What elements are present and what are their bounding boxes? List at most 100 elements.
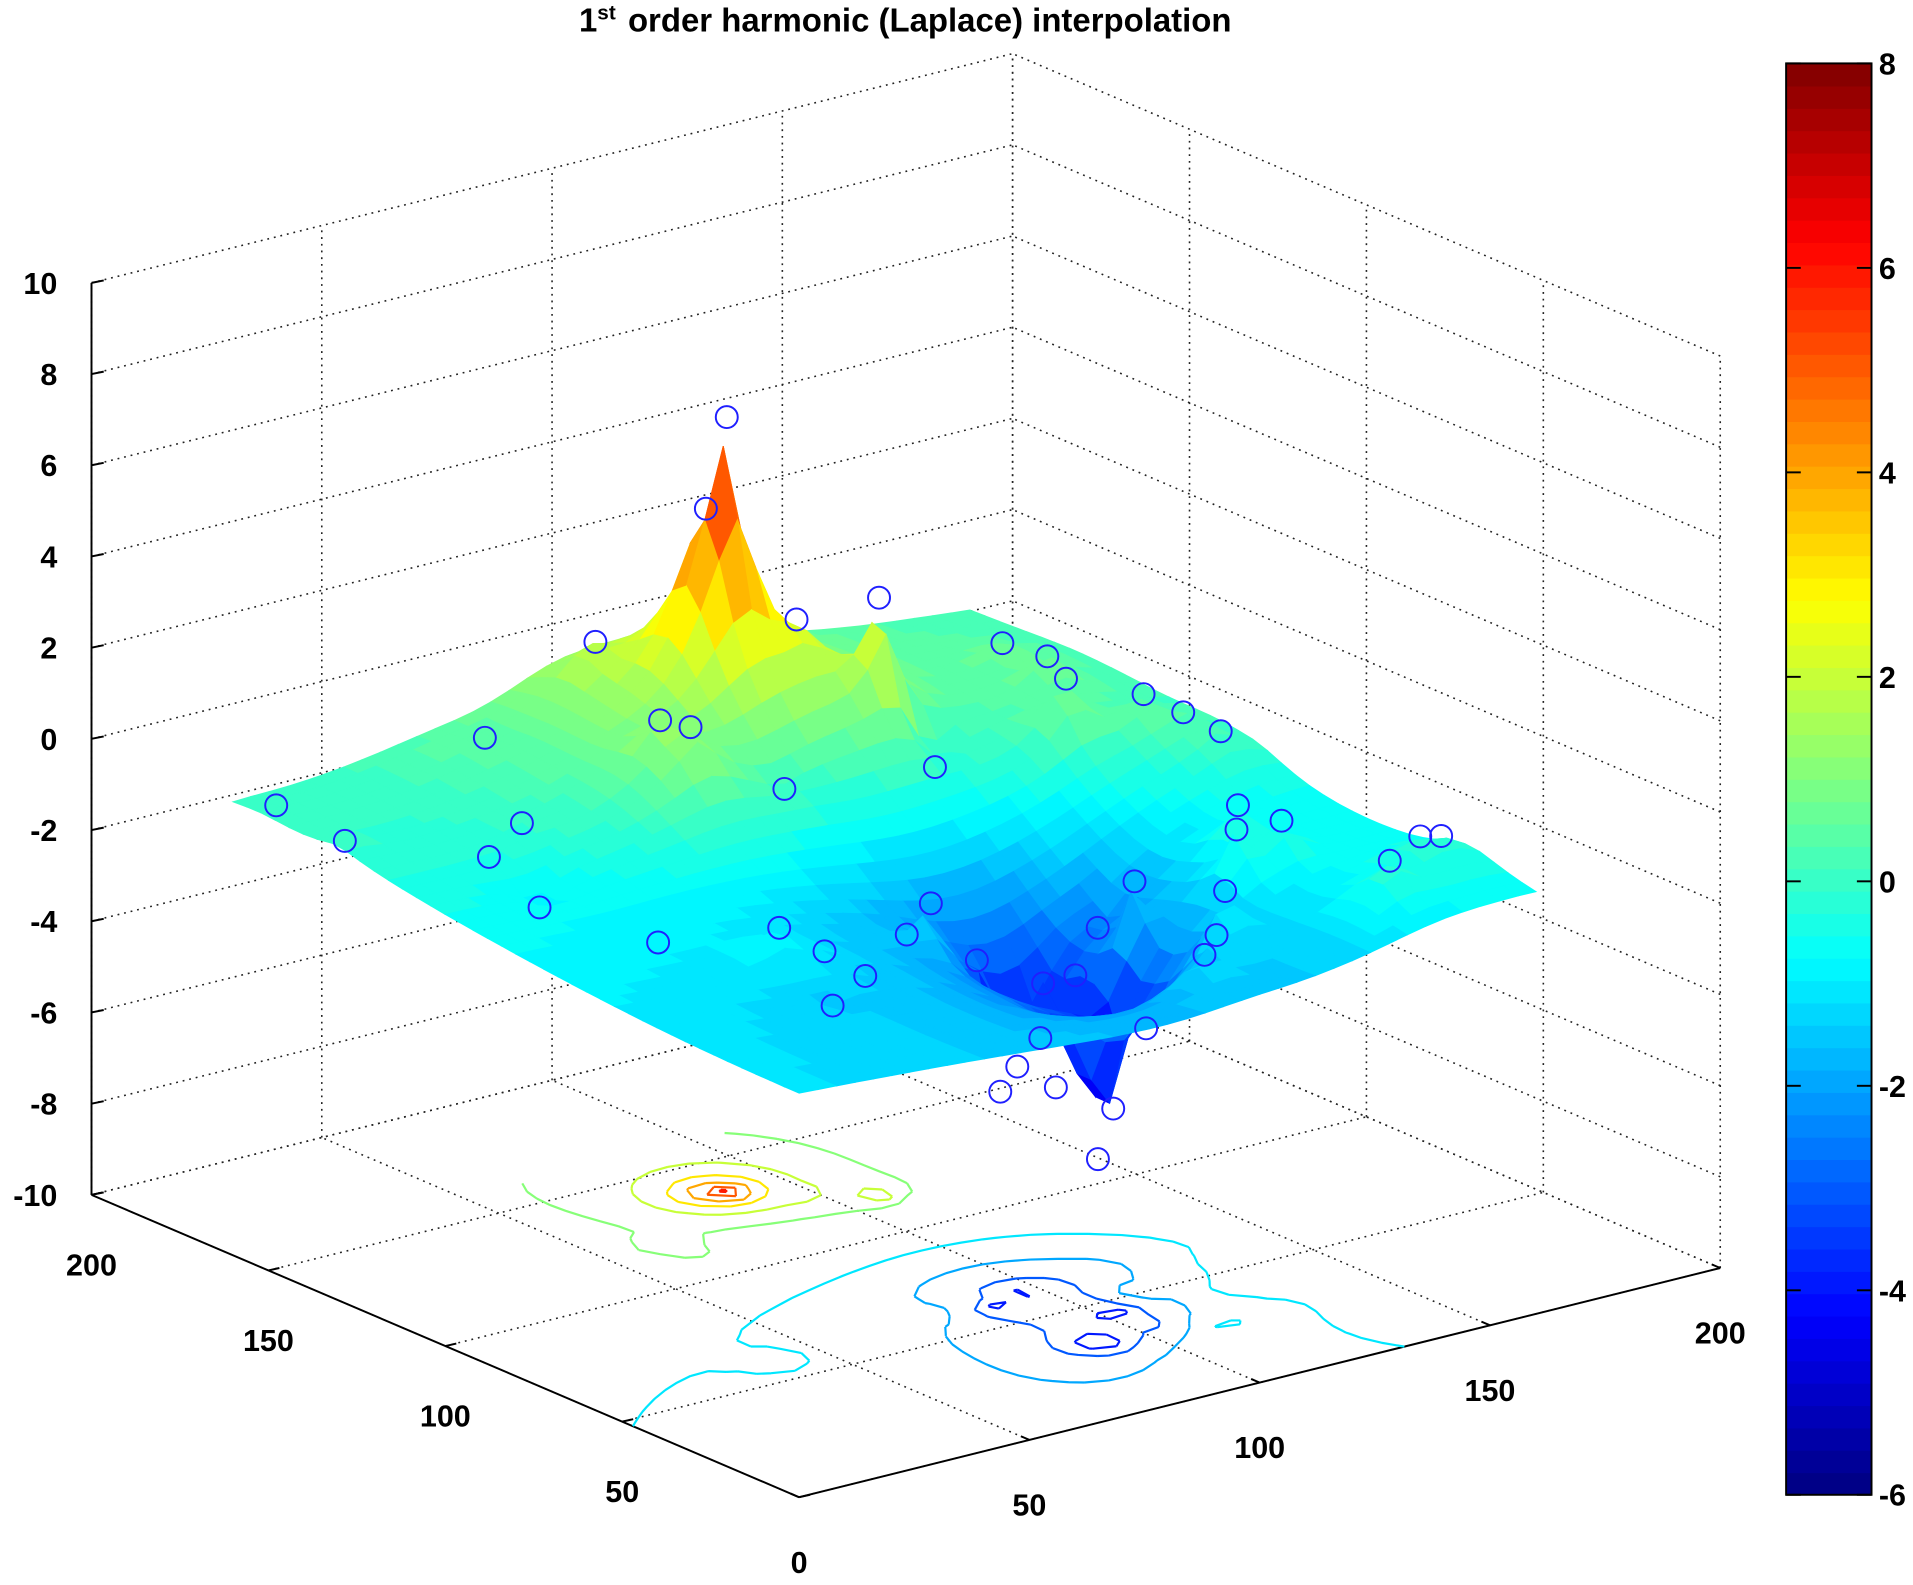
contour-level [973, 1276, 1161, 1358]
gridline-z [1012, 235, 1721, 540]
data-point-marker [772, 776, 797, 801]
data-point-marker [1063, 963, 1088, 988]
colorbar-band [1786, 1427, 1872, 1451]
floor-contours [521, 1131, 1405, 1427]
gridline-z [1012, 144, 1721, 448]
colorbar-band [1786, 219, 1872, 244]
gridline-x [551, 1079, 1260, 1384]
title-text: order harmonic (Laplace) interpolation [628, 2, 1232, 39]
x-tick-mark [1711, 1263, 1721, 1269]
gridline-z [91, 417, 1013, 649]
colorbar-tick-label: -2 [1879, 1070, 1906, 1104]
colorbar-band [1786, 1226, 1872, 1250]
colorbar-band [1786, 1405, 1872, 1429]
data-point-marker [1226, 793, 1250, 818]
z-tick-mark [91, 917, 104, 923]
gridline-z [1012, 873, 1721, 1178]
colorbar-tick-label: -6 [1879, 1479, 1906, 1513]
data-point-marker [1028, 1026, 1053, 1051]
data-point-marker [784, 607, 809, 632]
colorbar-band [1786, 890, 1872, 915]
y-tick-mark [91, 1191, 103, 1196]
y-tick-label: 200 [66, 1248, 117, 1282]
colorbar-band [1786, 868, 1872, 892]
contour-level [521, 1131, 914, 1259]
data-point-marker [472, 725, 497, 750]
y-tick-label: 50 [605, 1475, 639, 1509]
gridline-z [91, 235, 1013, 467]
colorbar-band [1786, 1204, 1872, 1228]
colorbar-band [1786, 823, 1872, 847]
colorbar-band [1786, 1047, 1872, 1071]
z-tick-label: 10 [23, 267, 57, 301]
contour-level [706, 1185, 738, 1198]
z-tick-mark [91, 1100, 104, 1105]
colorbar-band [1786, 108, 1872, 132]
colorbar-band [1786, 175, 1872, 199]
data-point-marker [1429, 824, 1454, 848]
colorbar-band [1786, 644, 1872, 668]
colorbar-tick-label: 8 [1879, 47, 1896, 81]
data-point-marker [1269, 808, 1294, 833]
colorbar-band [1786, 533, 1872, 557]
gridline-x [321, 1136, 1030, 1441]
contour-level [718, 1188, 728, 1194]
colorbar-band [1786, 287, 1872, 311]
gridline-x [1012, 964, 1721, 1269]
data-point-marker [990, 631, 1015, 656]
contour-level [630, 1161, 894, 1216]
z-tick-mark [91, 279, 104, 284]
title-superscript: st [597, 2, 616, 25]
gridline-x [782, 1022, 1491, 1327]
colorbar-band [1786, 1315, 1872, 1339]
z-tick-mark [91, 461, 104, 467]
z-tick-label: -8 [30, 1088, 57, 1122]
z-tick-label: 0 [40, 723, 57, 757]
x-tick-label: 150 [1465, 1374, 1516, 1408]
data-point-marker [264, 793, 289, 818]
z-tick-label: -6 [30, 996, 57, 1030]
title-prefix: 1 [579, 2, 597, 39]
data-point-marker [714, 405, 739, 430]
chart-title: 1st order harmonic (Laplace) interpolatio… [579, 2, 1232, 39]
colorbar-band [1786, 510, 1872, 534]
colorbar-band [1786, 1136, 1872, 1161]
data-point-marker [1204, 923, 1229, 948]
colorbar-tick-label: -4 [1879, 1274, 1906, 1308]
gridline-z [1012, 417, 1721, 722]
data-point-marker [964, 948, 989, 973]
data-point-marker [678, 715, 703, 740]
colorbar-band [1786, 1025, 1872, 1049]
gridline-z [1012, 326, 1721, 631]
colorbar-band [1786, 689, 1872, 713]
surface-mesh [231, 446, 1538, 1105]
colorbar-tick-label: 6 [1879, 252, 1896, 286]
x-tick-label: 50 [1012, 1489, 1046, 1523]
colorbar-band [1786, 980, 1872, 1004]
data-point-marker [1134, 1016, 1159, 1041]
x-tick-mark [1481, 1320, 1491, 1327]
gridline-z [1012, 52, 1721, 357]
colorbar-band [1786, 1450, 1872, 1474]
data-point-marker [1408, 824, 1433, 849]
data-point-marker [1101, 1096, 1126, 1121]
gridline-z [1012, 691, 1721, 996]
data-point-marker [1192, 942, 1217, 967]
colorbar-band [1786, 1360, 1872, 1384]
colorbar-band [1786, 398, 1872, 422]
data-point-marker [1122, 869, 1147, 894]
data-point-marker [648, 708, 673, 733]
contour-level [665, 1173, 770, 1208]
gridline-z [1012, 508, 1721, 813]
colorbar-band [1786, 443, 1872, 467]
y-tick-label: 100 [420, 1400, 471, 1434]
z-tick-label: 8 [40, 358, 57, 392]
z-tick-label: -10 [13, 1179, 57, 1213]
y-tick-mark [268, 1267, 280, 1272]
data-point-marker [820, 993, 845, 1018]
colorbar-band [1786, 600, 1872, 624]
colorbar-band [1786, 1002, 1872, 1026]
gridline-z [1012, 600, 1721, 904]
contour-level [987, 1288, 1128, 1350]
colorbar-band [1786, 264, 1872, 288]
